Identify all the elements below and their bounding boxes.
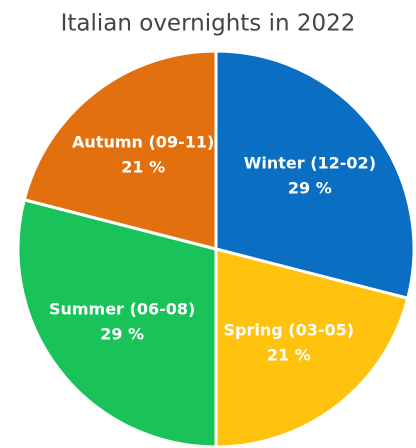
pie-slice	[214, 49, 416, 301]
pie-slice	[22, 49, 218, 251]
slice-value-label: 29 %	[100, 324, 144, 343]
pie-slice	[16, 197, 218, 448]
slice-category-label: Autumn (09-11)	[72, 133, 214, 152]
slice-value-label: 21 %	[267, 345, 311, 364]
slice-category-label: Summer (06-08)	[49, 299, 195, 318]
slice-category-label: Spring (03-05)	[224, 320, 355, 339]
slice-value-label: 21 %	[121, 158, 165, 177]
chart-title: Italian overnights in 2022	[61, 11, 356, 37]
slice-category-label: Winter (12-02)	[244, 154, 376, 173]
slice-value-label: 29 %	[288, 179, 332, 198]
pie-slice	[214, 247, 410, 448]
